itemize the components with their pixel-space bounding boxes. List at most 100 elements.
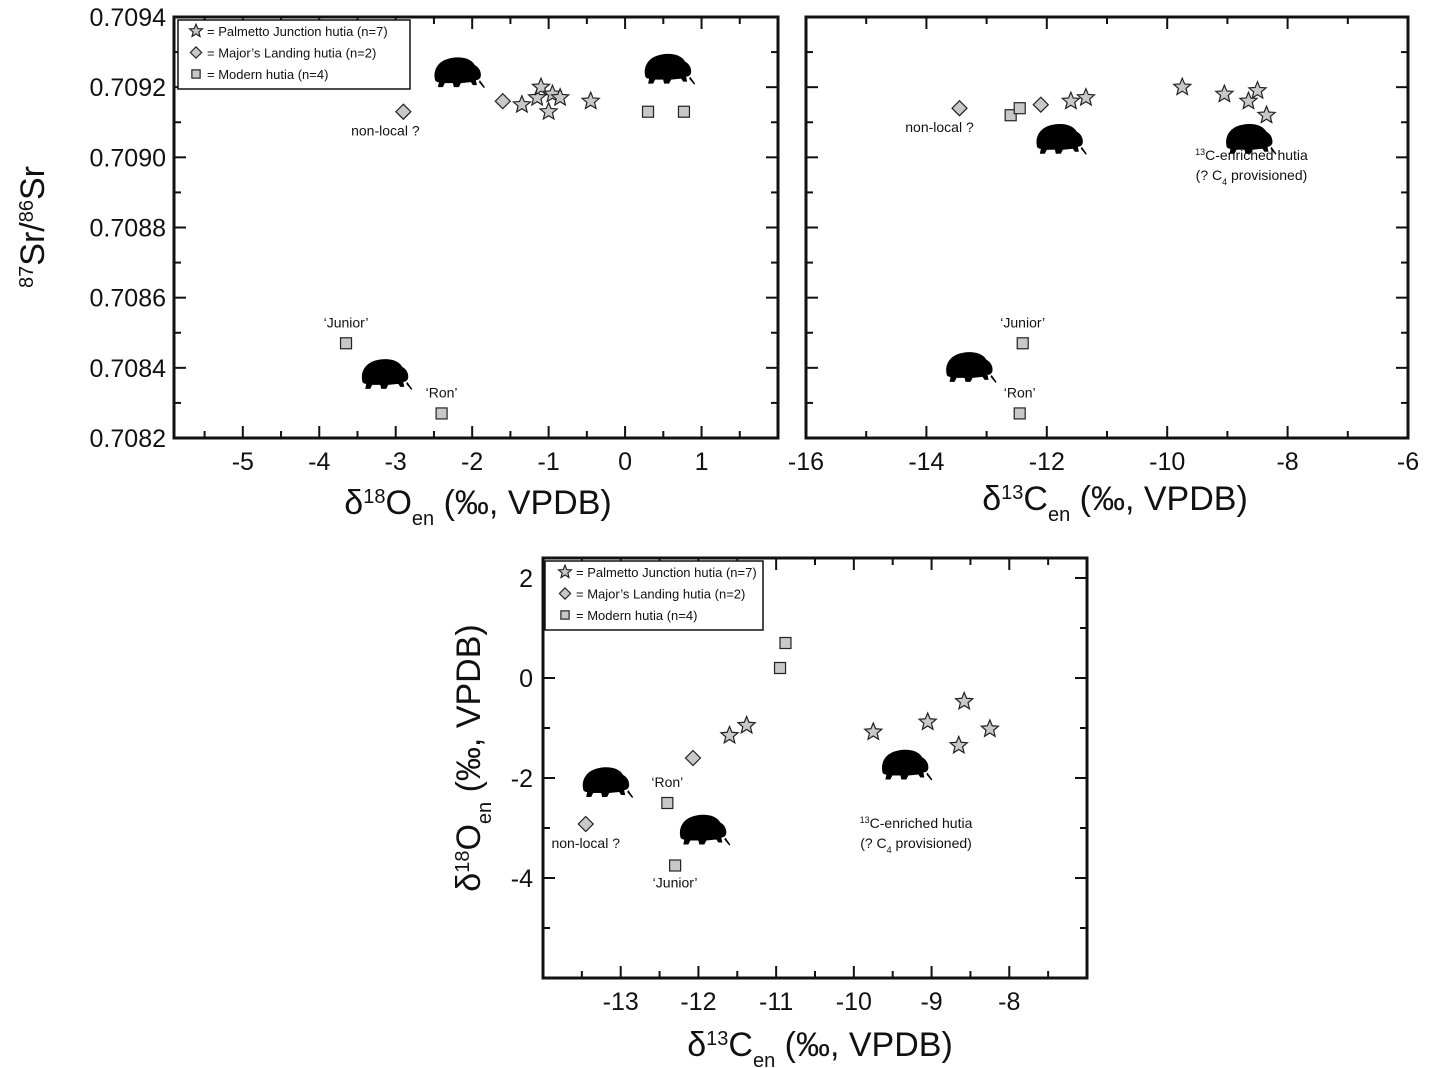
y-title-sup1: 87 [16,266,38,288]
square-point [435,407,448,420]
star-point [1214,83,1235,103]
square-point [339,337,353,350]
x-tick-label: 1 [695,448,709,476]
hutia-silhouette-icon [434,57,485,89]
x-tick-label: -9 [920,988,942,1016]
annotation-label: ‘Junior’ [1000,314,1045,330]
x-tick-label: -8 [998,988,1020,1016]
annotations: non-local ?‘Junior’‘Ron’13C-enriched hut… [905,119,1308,400]
x-tick-label: -16 [788,448,824,476]
legend-square-marker [191,69,201,79]
annotation-label: ‘Ron’ [651,774,683,790]
star-point [530,76,552,96]
legend-star-marker [188,22,204,38]
star-point [580,90,601,110]
y-title-sub: en [474,802,496,824]
x-tick-label: -10 [1149,448,1185,476]
enriched-label-line2: (? C4 provisioned) [1196,167,1308,187]
hutia-silhouettes [946,124,1277,383]
y-title-main: O [450,824,488,850]
enriched-label-sup: 13 [1195,147,1205,157]
enriched-line2-a: (? C [1196,167,1222,183]
y-tick-label: 0.7088 [90,215,166,243]
y-axis-title: δ18Oen (‰, VPDB) [450,624,496,891]
star-point [948,734,969,755]
x-title-delta: δ [982,480,1001,518]
panel-strontium-vs-oxygen: -5 -4 -3 -2 -1 0 1 0.7082 0.7084 0.7086 0.7088 0.70… [14,4,780,530]
square-point [677,105,691,118]
x-axis-title: δ13Cen (‰, VPDB) [687,1026,953,1068]
legend-entry-label: = Major’s Landing hutia (n=2) [207,46,376,61]
star-point [550,87,571,107]
x-title-sup: 13 [706,1028,728,1050]
diamond-point [684,749,702,767]
legend-entry-label: = Palmetto Junction hutia (n=7) [207,24,388,39]
hutia-silhouette-icon [881,749,933,781]
star-point [1247,80,1268,100]
x-tick-label: -12 [1029,448,1065,476]
enriched-line2-sub: 4 [887,845,892,855]
legend-entry-label: = Modern hutia (n=4) [207,67,328,82]
y-title-sup2: 86 [16,200,38,222]
x-title-rest: (‰, VPDB) [775,1026,953,1064]
hutia-silhouettes [582,749,933,846]
y-title-part1: Sr/ [14,222,52,266]
x-tick-label: -3 [385,448,407,476]
data-points [951,76,1277,420]
star-point [527,87,548,107]
hutia-silhouette-icon [946,352,997,383]
x-tick-label: -11 [759,988,793,1016]
star-point [979,718,1000,738]
diamond-point [577,815,595,833]
y-title-rest: (‰, VPDB) [450,624,488,802]
tick-marks: -5 -4 -3 -2 -1 0 1 0.7082 0.7084 0.7086 0.7088 0.70… [90,4,779,476]
x-title-sub: en [753,1050,775,1068]
square-point [1013,407,1026,420]
enriched-line2-sub: 4 [1222,177,1227,187]
y-title-part2: Sr [14,166,52,200]
y-tick-label: 0.7090 [90,144,166,172]
star-point [1075,87,1097,107]
star-point [917,711,938,731]
hutia-silhouette-icon [644,53,696,85]
enriched-label-sup: 13 [860,815,870,825]
diamond-point [494,92,512,110]
star-point [511,94,532,114]
star-point [1256,104,1277,124]
y-tick-label: 0.7094 [90,4,167,32]
diamond-point [395,103,412,121]
data-points [339,76,691,420]
x-tick-label: -1 [538,448,560,476]
y-tick-label: -4 [511,865,533,893]
x-tick-label: -10 [836,988,872,1016]
square-point [1016,337,1029,350]
y-title-sup: 18 [452,851,474,873]
annotation-label: non-local ? [905,119,974,135]
panel-strontium-vs-carbon: -16 -14 -12 -10 -8 -6 non-local ? ‘Junior’ ‘Ron… [788,15,1419,526]
annotation-label: non-local ? [351,123,420,139]
enriched-line2-a: (? C [860,835,886,851]
star-point [538,101,559,121]
x-title-delta: δ [687,1026,706,1064]
legend-star-marker [557,563,573,579]
x-tick-label: -8 [1276,448,1298,476]
legend-box [544,560,764,631]
enriched-label: 13C-enriched hutia [860,815,973,831]
star-point [1238,90,1259,110]
x-tick-label: -4 [308,448,330,476]
annotation-label: ‘Junior’ [653,875,698,891]
x-axis-title: δ18Oen (‰, VPDB) [344,484,611,530]
x-tick-label: -13 [603,988,639,1016]
star-point [863,721,884,741]
legend-square-marker [560,610,570,620]
x-tick-label: -14 [908,448,944,476]
plot-frame [804,15,1410,440]
x-tick-label: 0 [618,448,632,476]
square-point [661,796,674,810]
star-point [954,690,975,711]
enriched-label-line2: (? C4 provisioned) [860,835,972,855]
x-title-rest: (‰, VPDB) [434,484,612,522]
x-title-sub: en [1048,504,1070,526]
square-point [641,105,655,118]
star-point [736,714,757,735]
